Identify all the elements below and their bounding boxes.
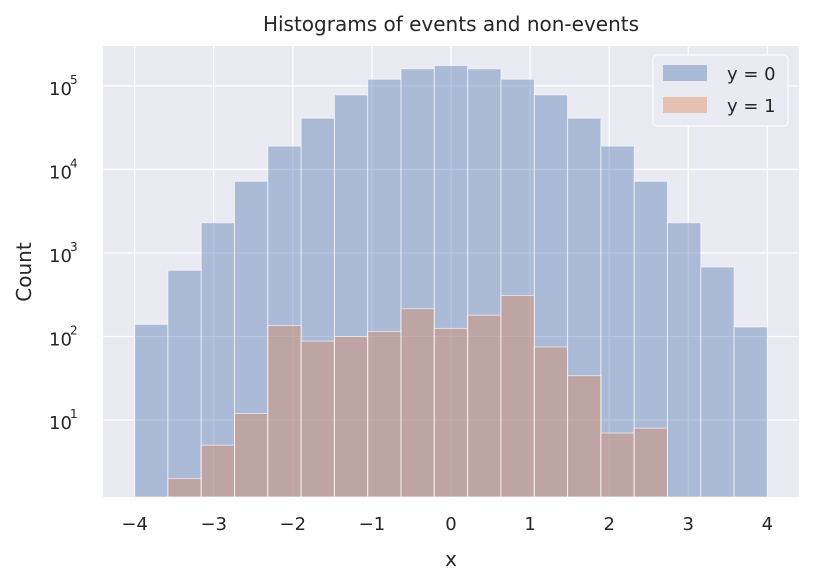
bar-series0-bin0	[134, 323, 169, 498]
bar-series0-bin1	[167, 269, 202, 498]
y-tick-label: 10	[49, 413, 72, 434]
chart-title: Histograms of events and non-events	[263, 12, 639, 36]
x-tick-label: −2	[280, 514, 307, 535]
bar-series0-bin10	[467, 68, 502, 498]
bar-series0-bin13	[567, 117, 602, 498]
legend-label-y0: y = 0	[727, 64, 776, 85]
bar-series1-bin5	[300, 340, 335, 498]
x-axis-label: x	[445, 547, 457, 571]
bar-series1-bin1	[167, 477, 202, 498]
series-0	[134, 65, 768, 498]
bar-series1-bin15	[633, 427, 668, 498]
bar-series0-bin15	[633, 180, 668, 498]
bar-series1-bin4	[267, 325, 302, 498]
bar-series1-bin2	[200, 444, 236, 498]
legend-label-y1: y = 1	[727, 96, 776, 117]
y-tick-label: 10	[49, 246, 72, 267]
y-tick-label: 10	[49, 330, 72, 351]
bar-series1-bin7	[367, 330, 402, 498]
bar-series1-bin10	[467, 314, 502, 498]
y-tick-exponent: 3	[70, 240, 78, 254]
legend-swatch-y1	[663, 97, 707, 113]
bars	[134, 65, 768, 498]
x-tick-label: −3	[200, 514, 227, 535]
grid	[103, 46, 799, 497]
bar-series0-bin7	[367, 78, 402, 498]
bar-series0-bin18	[733, 326, 768, 498]
bar-series0-bin17	[700, 266, 735, 498]
y-tick-label: 10	[49, 79, 72, 100]
bar-series1-bin8	[400, 308, 435, 498]
bar-series0-bin2	[200, 222, 236, 498]
legend-box	[652, 54, 789, 127]
legend: y = 0 y = 1	[652, 54, 789, 127]
x-tick-labels: −4 −3 −2 −1 0 1 2 3 4	[121, 514, 773, 535]
bar-series1-bin12	[533, 346, 569, 498]
x-tick-label: −1	[359, 514, 386, 535]
bar-series0-bin11	[500, 78, 535, 498]
x-tick-label: −4	[121, 514, 148, 535]
x-tick-label: 1	[524, 514, 535, 535]
bar-series1-bin11	[500, 294, 535, 498]
y-tick-label: 10	[49, 162, 72, 183]
y-tick-exponent: 2	[70, 324, 78, 338]
bar-series0-bin12	[533, 94, 569, 498]
x-tick-label: 4	[762, 514, 773, 535]
x-tick-label: 2	[603, 514, 614, 535]
y-tick-exponent: 4	[70, 156, 78, 170]
y-axis-label: Count	[12, 242, 36, 302]
y-tick-exponent: 1	[70, 407, 78, 421]
bar-series0-bin16	[666, 222, 702, 498]
bar-series1-bin6	[333, 336, 369, 498]
x-tick-label: 3	[683, 514, 694, 535]
bar-series1-bin14	[600, 432, 635, 498]
y-tick-exponent: 5	[70, 73, 78, 87]
x-tick-label: 0	[445, 514, 456, 535]
bar-series1-bin13	[567, 375, 602, 498]
bar-series1-bin3	[234, 412, 269, 498]
series-1	[167, 294, 668, 498]
bar-series0-bin8	[400, 68, 435, 498]
bar-series0-bin9	[433, 65, 469, 498]
legend-swatch-y0	[663, 65, 707, 81]
bar-series1-bin9	[433, 327, 469, 498]
